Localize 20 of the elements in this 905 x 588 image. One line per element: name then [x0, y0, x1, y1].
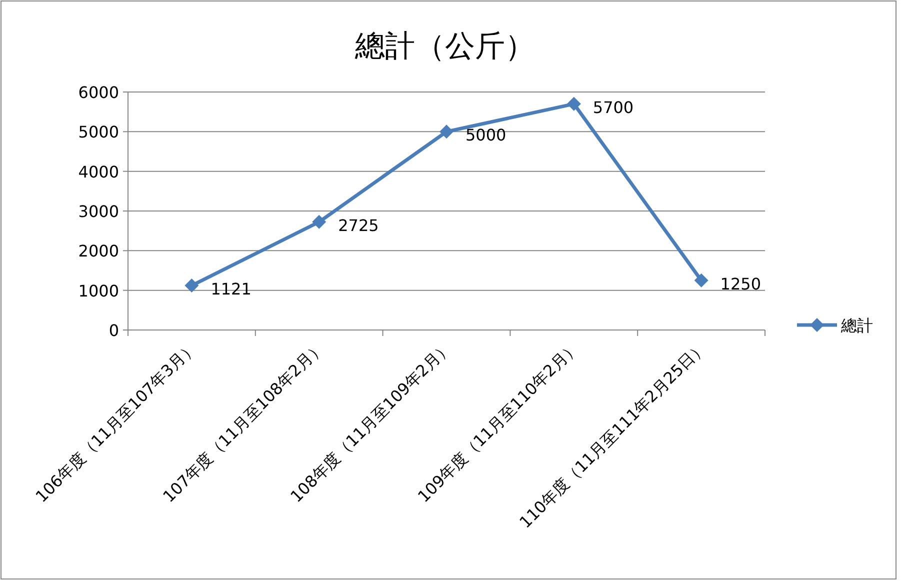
legend-label: 總計	[840, 316, 873, 335]
point	[184, 278, 199, 293]
y-tick-label: 6000	[78, 83, 119, 102]
data-label: 2725	[338, 216, 379, 235]
data-label: 5700	[592, 98, 634, 117]
y-tick-label: 4000	[78, 162, 119, 182]
point	[440, 124, 454, 139]
y-tick-label: 5000	[78, 122, 119, 142]
y-tick-label: 0	[108, 321, 119, 340]
data-label: 1121	[210, 280, 252, 299]
chart-title: 總計（公斤）	[354, 29, 535, 64]
y-tick-label: 3000	[78, 202, 119, 221]
y-tick-label: 2000	[78, 242, 119, 261]
legend: 總計	[797, 316, 873, 335]
point	[312, 214, 326, 229]
y-tick-label: 1000	[78, 281, 119, 300]
data-label: 5000	[466, 126, 506, 145]
point	[694, 273, 708, 288]
data-label: 1250	[720, 274, 762, 294]
point	[566, 96, 581, 111]
